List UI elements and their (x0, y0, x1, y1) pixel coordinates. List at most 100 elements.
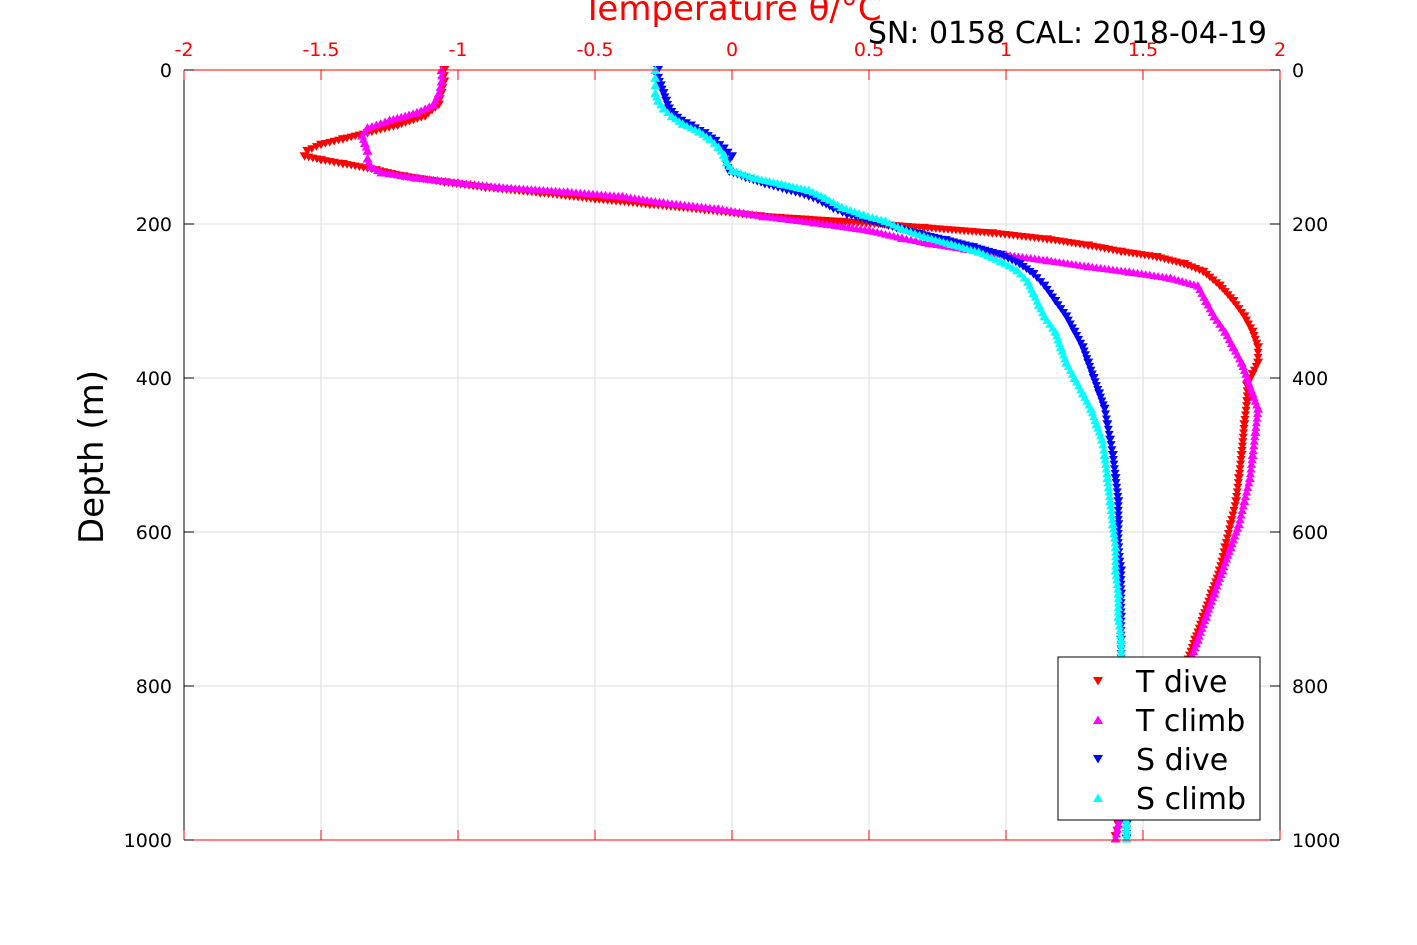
data-point (1249, 437, 1259, 445)
data-point (1106, 506, 1116, 515)
y-tick-label-left: 1000 (124, 830, 172, 852)
legend-marker (1093, 793, 1103, 802)
x-tick-label: 0.5 (854, 39, 884, 61)
data-point (1248, 446, 1258, 454)
data-point (1113, 584, 1123, 593)
data-point (1108, 524, 1118, 533)
data-point (1116, 635, 1127, 644)
data-point (1102, 420, 1113, 429)
data-point (1243, 483, 1253, 491)
data-point (1105, 496, 1116, 506)
data-point (1113, 497, 1124, 506)
data-point (1114, 617, 1124, 625)
data-point (1105, 435, 1116, 445)
data-point (1222, 534, 1232, 543)
data-point (1111, 561, 1121, 570)
x-tick-label: -2 (175, 39, 194, 61)
y-tick-label-right: 0 (1292, 60, 1304, 82)
data-point (1218, 553, 1228, 561)
data-point (302, 146, 313, 156)
y-tick-label-left: 200 (136, 214, 172, 236)
data-point (1231, 497, 1242, 506)
data-point (1113, 511, 1123, 520)
data-point (1086, 366, 1096, 375)
y-tick-label-right: 800 (1292, 676, 1328, 698)
y-tick-label-left: 600 (136, 522, 172, 544)
data-point (1112, 829, 1122, 838)
data-point (1107, 446, 1117, 454)
data-point (1109, 529, 1119, 538)
legend: T dive T climb S dive S climb (1057, 656, 1261, 821)
data-point (1111, 571, 1121, 579)
legend-marker (1093, 677, 1103, 686)
data-point (1244, 473, 1255, 483)
data-point (1246, 464, 1256, 473)
data-point (1116, 631, 1126, 639)
data-point (1250, 427, 1261, 436)
data-point (1107, 519, 1118, 529)
data-point (1238, 438, 1248, 446)
data-point (658, 104, 669, 113)
data-point (1236, 456, 1246, 464)
data-point (995, 250, 1006, 260)
data-point (1252, 413, 1262, 422)
legend-box (1057, 656, 1261, 821)
data-point (1121, 820, 1132, 829)
data-point (1227, 516, 1237, 524)
data-point (709, 139, 719, 147)
data-point (1232, 492, 1242, 501)
data-point (1253, 353, 1263, 362)
data-point (1019, 273, 1029, 282)
data-point (1239, 425, 1249, 433)
x-tick-label: 1.5 (1128, 39, 1158, 61)
data-point (1228, 511, 1238, 520)
data-point (1106, 501, 1116, 510)
data-point (1113, 502, 1123, 510)
legend-label: T climb (1135, 704, 1245, 739)
data-point (1253, 404, 1264, 413)
data-point (1101, 415, 1111, 424)
data-point (1110, 469, 1120, 478)
data-point (1240, 415, 1250, 424)
y-tick-label-left: 0 (160, 60, 172, 82)
data-point (1233, 483, 1243, 492)
data-point (1247, 455, 1257, 464)
data-point (1114, 621, 1124, 630)
data-point (1116, 644, 1126, 653)
data-point (1230, 502, 1240, 510)
data-point (1106, 441, 1116, 449)
data-point (437, 71, 447, 80)
data-point (1253, 343, 1264, 352)
data-point (1113, 608, 1123, 616)
data-point (1247, 450, 1258, 459)
data-point (1116, 640, 1126, 649)
data-point (1099, 404, 1110, 414)
data-point (1239, 429, 1249, 438)
data-point (1065, 320, 1075, 329)
data-point (1241, 316, 1251, 325)
data-point (1240, 411, 1250, 420)
data-point (1016, 270, 1026, 278)
data-point (705, 134, 716, 144)
x-tick-label: 2 (1274, 39, 1286, 61)
data-point (1247, 460, 1257, 468)
data-point (1097, 397, 1107, 406)
data-point (1096, 435, 1107, 444)
data-point (1237, 447, 1247, 455)
x-tick-label: 1 (1000, 39, 1012, 61)
data-point (1113, 598, 1123, 607)
data-point (1229, 506, 1239, 515)
data-point (1234, 469, 1244, 478)
data-point (1101, 460, 1111, 468)
data-point (650, 80, 661, 90)
data-point (1090, 378, 1100, 386)
data-point (1250, 432, 1260, 441)
data-point (1113, 594, 1123, 602)
data-point (650, 73, 661, 82)
data-point (1112, 483, 1122, 492)
data-point (1101, 410, 1111, 418)
data-point (362, 146, 373, 155)
data-point (1250, 335, 1260, 344)
data-point (435, 83, 445, 91)
